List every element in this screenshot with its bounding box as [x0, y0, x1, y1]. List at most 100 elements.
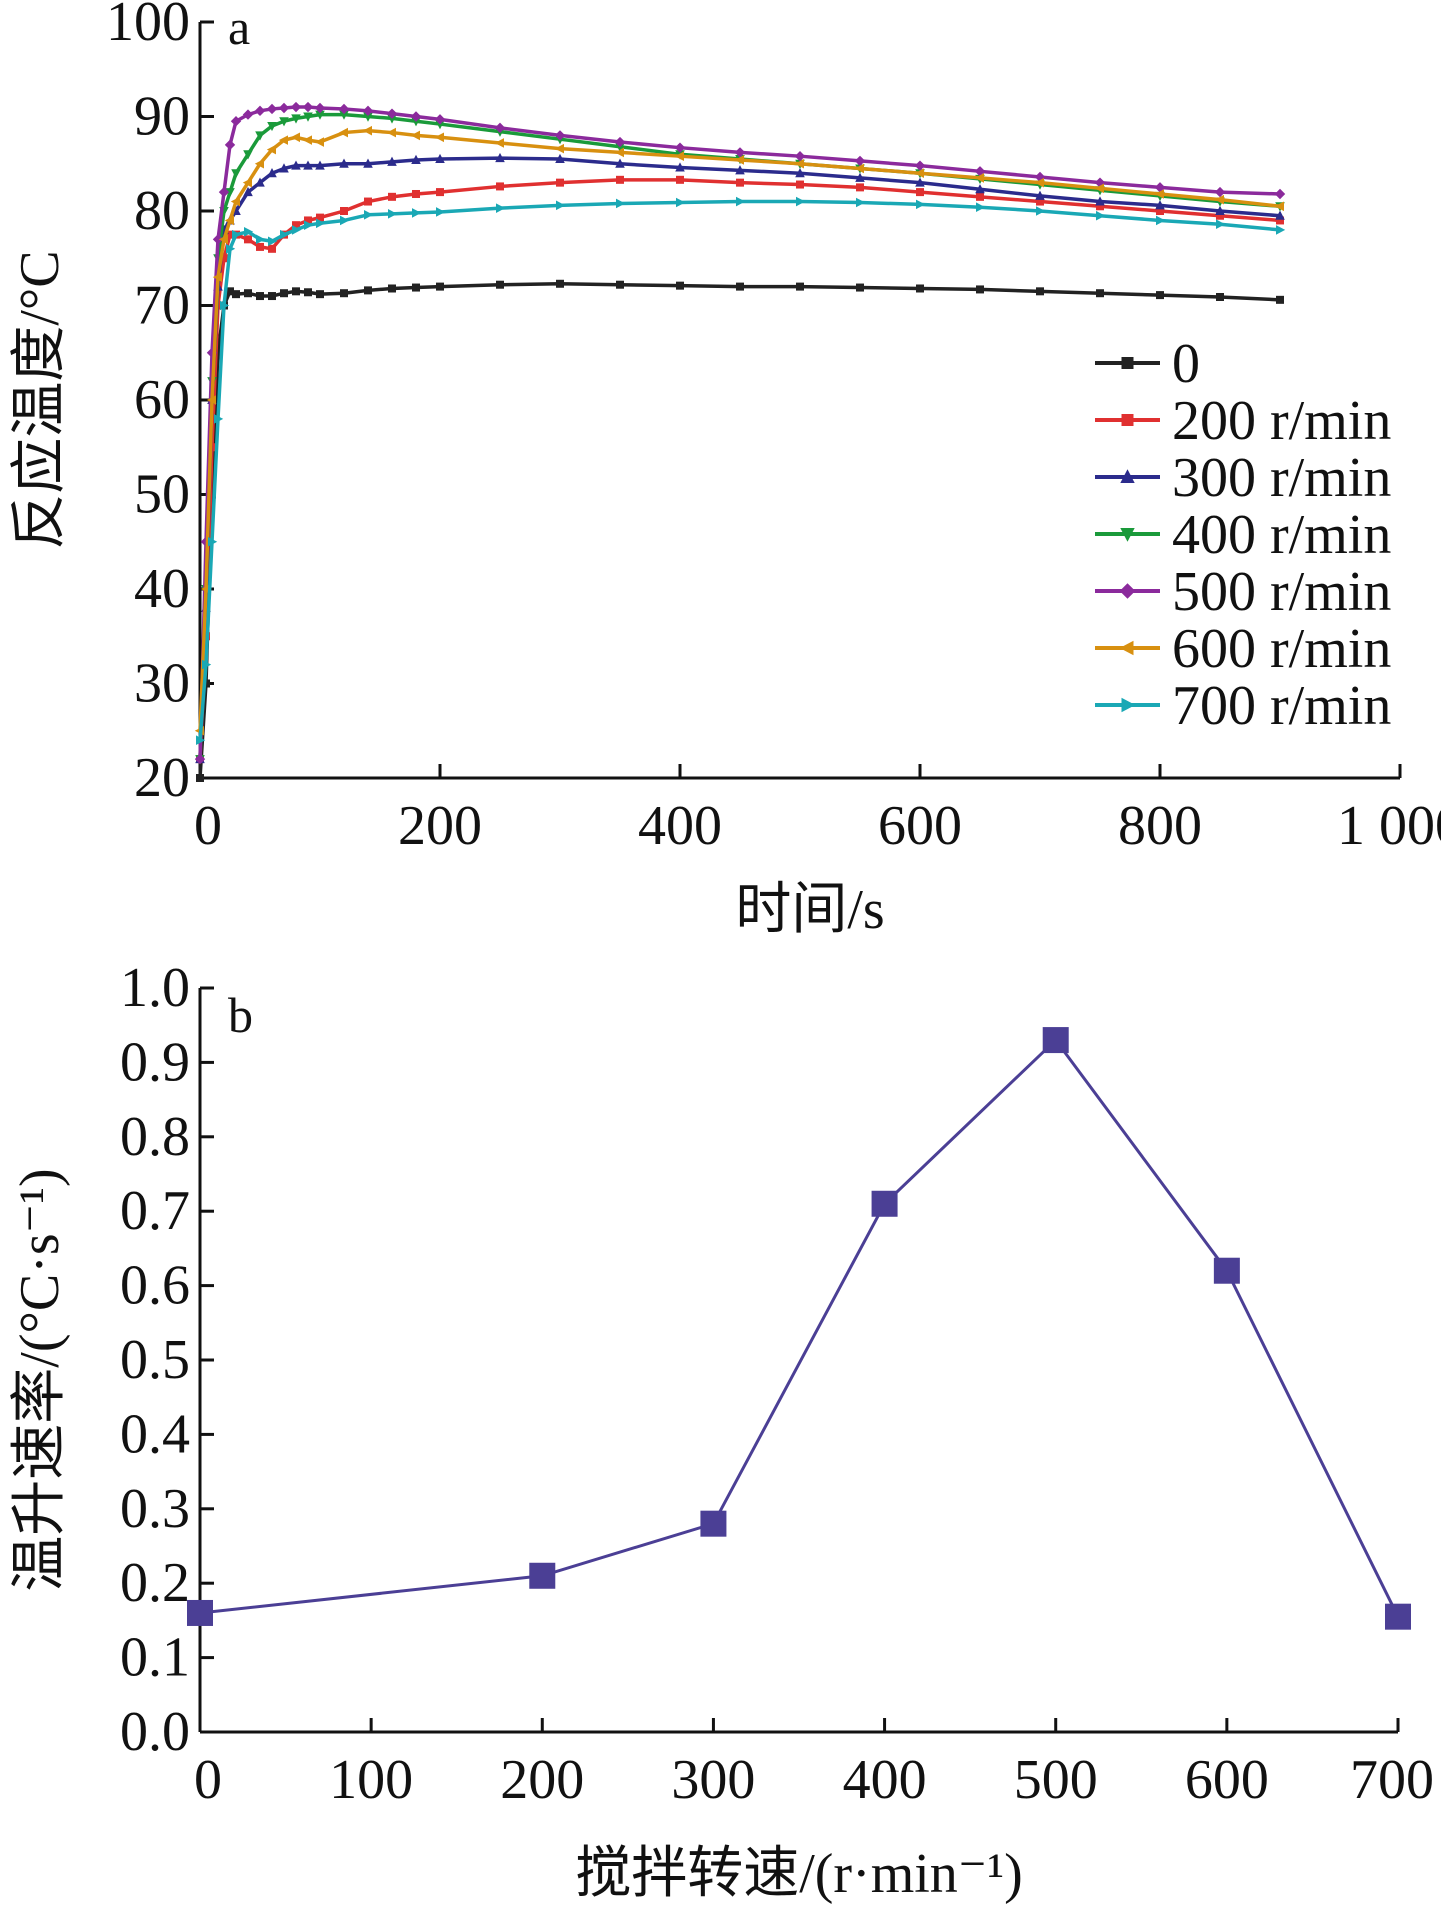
- data-point-a-4: [674, 142, 686, 153]
- data-point-a-6: [292, 225, 302, 235]
- data-point-b: [871, 1190, 898, 1217]
- data-point-a-5: [242, 177, 252, 188]
- panel-label-b: b: [228, 987, 253, 1043]
- data-point-a-0: [364, 286, 372, 295]
- data-point-a-6: [340, 215, 350, 226]
- data-point-a-5: [218, 234, 228, 245]
- data-point-a-6: [412, 208, 422, 218]
- data-point-a-2: [1155, 200, 1165, 210]
- legend-label: 700 r/min: [1172, 675, 1391, 737]
- data-point-a-3: [243, 150, 253, 160]
- series-line-a-1: [198, 178, 1281, 760]
- data-point-a-0: [304, 288, 312, 297]
- data-point-a-2: [243, 186, 253, 197]
- data-point-a-0: [280, 289, 288, 298]
- data-point-a-2: [339, 158, 349, 168]
- x-axis-title-a: 时间/s: [735, 879, 884, 941]
- data-point-a-1: [316, 213, 324, 222]
- data-point-a-4: [224, 139, 236, 151]
- x-tick-label-b: 700: [1350, 1749, 1434, 1811]
- data-point-a-6: [220, 300, 230, 311]
- data-point-a-5: [230, 196, 240, 207]
- data-point-a-1: [916, 188, 924, 197]
- data-point-a-5: [386, 127, 396, 138]
- data-point-a-0: [232, 290, 240, 299]
- data-point-a-4: [206, 347, 218, 358]
- data-point-b: [1042, 1027, 1069, 1054]
- data-point-a-5: [1214, 194, 1224, 205]
- data-point-a-1: [1156, 207, 1164, 215]
- legend-marker: [1121, 697, 1136, 713]
- data-point-a-5: [614, 147, 624, 158]
- data-point-a-4: [1154, 182, 1166, 193]
- y-tick-label-b: 0.2: [120, 1552, 190, 1614]
- data-point-a-1: [304, 216, 312, 225]
- data-point-a-1: [244, 235, 252, 244]
- data-point-a-4: [554, 130, 566, 141]
- data-point-a-2: [855, 172, 865, 182]
- data-point-a-0: [676, 281, 684, 290]
- x-tick-label-a: 0: [194, 795, 222, 857]
- data-point-a-0: [1156, 291, 1164, 300]
- data-point-a-2: [1215, 205, 1225, 215]
- data-point-a-1: [1096, 202, 1104, 211]
- data-point-a-5: [554, 143, 564, 154]
- legend-label: 500 r/min: [1172, 561, 1391, 623]
- data-point-a-0: [412, 283, 420, 292]
- y-tick-label-a: 20: [134, 747, 190, 809]
- data-point-a-0: [736, 282, 744, 291]
- x-tick-label-b: 500: [1014, 1749, 1098, 1811]
- data-point-a-5: [974, 173, 984, 183]
- data-point-a-0: [268, 292, 276, 301]
- data-point-a-1: [268, 244, 276, 253]
- series-line-a-6: [198, 199, 1281, 741]
- data-point-a-2: [1035, 190, 1045, 200]
- y-tick-label-b: 1.0: [120, 957, 190, 1019]
- x-tick-label-b: 200: [500, 1749, 584, 1811]
- data-point-a-6: [916, 199, 926, 210]
- data-point-a-5: [200, 584, 210, 594]
- data-point-a-6: [1036, 206, 1046, 216]
- data-point-a-2: [291, 160, 301, 170]
- data-point-a-4: [314, 102, 326, 114]
- data-point-a-4: [854, 155, 866, 167]
- data-point-a-0: [316, 290, 324, 299]
- series-group-b: [187, 1027, 1411, 1630]
- legend-label: 200 r/min: [1172, 390, 1391, 452]
- legend-label: 0: [1172, 333, 1200, 395]
- data-point-a-4: [494, 122, 506, 134]
- data-point-a-6: [316, 218, 326, 229]
- data-point-a-5: [734, 155, 744, 165]
- data-point-a-6: [736, 196, 746, 207]
- data-point-a-6: [496, 203, 506, 213]
- data-point-b: [1385, 1603, 1411, 1630]
- data-point-a-6: [856, 197, 866, 208]
- data-point-a-4: [230, 116, 242, 127]
- legend-marker: [1119, 583, 1136, 599]
- data-point-a-6: [208, 536, 218, 547]
- chart-panel-b: b 0.0 0.1 0.2 0.3 0.4 0.5 0.6 0.7 0.8 0.9 1.0 0 100 2…: [9, 957, 1434, 1905]
- data-point-a-0: [226, 287, 234, 296]
- x-axis-title-b: 搅拌转速/(r·min⁻¹): [575, 1843, 1023, 1905]
- series-line-a-3: [198, 112, 1281, 760]
- data-point-a-3: [411, 117, 421, 127]
- y-tick-label-b: 0.1: [120, 1627, 190, 1689]
- y-tick-label-b: 0.3: [120, 1478, 190, 1540]
- data-point-a-2: [411, 154, 421, 164]
- y-tick-label-a: 80: [134, 180, 190, 242]
- data-point-a-0: [976, 285, 984, 294]
- data-point-a-5: [410, 130, 420, 141]
- data-point-a-2: [555, 153, 565, 164]
- data-point-a-4: [242, 109, 254, 120]
- data-point-a-5: [206, 395, 216, 405]
- data-point-a-0: [1276, 295, 1284, 304]
- data-point-a-6: [196, 735, 206, 745]
- data-point-a-5: [266, 144, 276, 155]
- data-point-a-1: [556, 178, 564, 187]
- data-point-a-2: [363, 158, 373, 168]
- legend-marker: [1121, 357, 1134, 369]
- data-point-a-2: [735, 165, 745, 175]
